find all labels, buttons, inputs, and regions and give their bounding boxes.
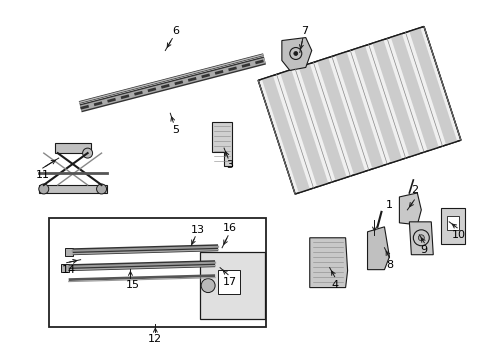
- Circle shape: [417, 235, 424, 241]
- Text: 12: 12: [148, 334, 162, 345]
- Text: 4: 4: [330, 280, 338, 289]
- Text: 15: 15: [125, 280, 139, 289]
- Text: 7: 7: [301, 26, 308, 36]
- Text: 2: 2: [410, 185, 417, 195]
- Bar: [408, 28, 456, 145]
- Bar: [262, 76, 309, 193]
- Circle shape: [293, 51, 297, 55]
- Text: 8: 8: [385, 260, 392, 270]
- Polygon shape: [212, 122, 232, 166]
- Bar: [55, 143, 90, 153]
- Bar: [200, 252, 264, 319]
- Polygon shape: [309, 238, 347, 288]
- Bar: [64, 248, 73, 256]
- Polygon shape: [440, 208, 464, 244]
- Text: 14: 14: [61, 265, 76, 275]
- Circle shape: [82, 148, 92, 158]
- Circle shape: [201, 279, 215, 293]
- Circle shape: [96, 184, 106, 194]
- Bar: [49, 218, 265, 328]
- Text: 16: 16: [223, 223, 237, 233]
- Bar: [335, 51, 383, 169]
- Text: 13: 13: [191, 225, 205, 235]
- Text: 17: 17: [223, 276, 237, 287]
- Bar: [218, 270, 240, 293]
- Text: 6: 6: [171, 26, 179, 36]
- Polygon shape: [367, 227, 388, 270]
- Text: 9: 9: [420, 245, 427, 255]
- Bar: [447, 216, 458, 230]
- Text: 1: 1: [385, 200, 392, 210]
- Bar: [372, 40, 420, 157]
- Bar: [258, 27, 460, 194]
- Polygon shape: [399, 193, 421, 225]
- Polygon shape: [281, 37, 311, 71]
- Text: 11: 11: [36, 170, 50, 180]
- Bar: [39, 185, 106, 193]
- Bar: [258, 27, 460, 194]
- Text: 5: 5: [171, 125, 179, 135]
- Bar: [353, 46, 401, 163]
- Polygon shape: [408, 222, 432, 255]
- Circle shape: [39, 184, 49, 194]
- Bar: [390, 34, 438, 151]
- Bar: [298, 64, 346, 181]
- Bar: [280, 69, 327, 187]
- Text: 10: 10: [451, 230, 465, 240]
- Text: 3: 3: [226, 160, 233, 170]
- Bar: [61, 264, 68, 272]
- Bar: [317, 58, 365, 175]
